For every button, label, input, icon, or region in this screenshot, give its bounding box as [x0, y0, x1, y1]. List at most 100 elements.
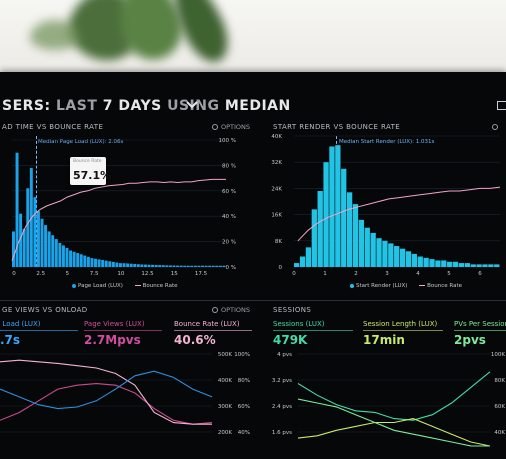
bar — [33, 197, 37, 267]
metric-label[interactable]: Bounce Rate (LUX) — [174, 320, 240, 328]
screen-icon[interactable] — [497, 101, 506, 110]
options-button[interactable]: OPTIONS — [212, 306, 250, 314]
bar — [370, 232, 376, 267]
y-right-tick-label: 40% — [238, 430, 250, 436]
metric-underline — [84, 330, 162, 331]
bar — [494, 264, 500, 267]
bar — [190, 265, 194, 267]
bar — [129, 263, 133, 267]
metric-label[interactable]: Sessions (LUX) — [273, 320, 325, 328]
bar — [83, 255, 87, 267]
y-left-tick-label: 8K — [275, 239, 282, 245]
gear-icon[interactable] — [492, 124, 498, 130]
series-line — [297, 418, 491, 447]
metric-value: 40.6% — [174, 333, 216, 347]
bar — [429, 259, 435, 267]
legend-page-load[interactable]: Page Load (LUX) — [72, 283, 123, 289]
metric-value: 2pvs — [454, 333, 486, 347]
bar — [346, 192, 353, 267]
bar — [482, 264, 488, 267]
legend-bounce-rate[interactable]: Bounce Rate — [134, 283, 178, 289]
options-button[interactable]: OPTIONS — [212, 123, 250, 131]
bar — [394, 246, 400, 267]
plant-leaf — [30, 20, 80, 50]
bar — [299, 256, 306, 267]
bar — [168, 265, 172, 267]
bar — [12, 231, 15, 267]
bar — [441, 260, 447, 267]
views-vs-onload-chart: 500K 100% 400K 80% 300K 60% 200K 40% — [0, 352, 250, 436]
bar — [376, 238, 382, 267]
y-left-tick-label: 3.2 pvs — [272, 378, 292, 384]
series-line — [0, 359, 212, 425]
panel-title-sessions: SESSIONS — [273, 306, 312, 314]
median-tag: Median Page Load (LUX): 2.06s — [38, 139, 124, 145]
bar — [193, 265, 197, 267]
bar — [208, 265, 212, 267]
chart-legend: Page Load (LUX) Bounce Rate — [72, 283, 178, 289]
header-median[interactable]: MEDIAN — [224, 98, 291, 114]
bar — [133, 263, 137, 267]
bar — [58, 242, 62, 267]
bar — [15, 152, 19, 267]
x-tick-label: 1 — [323, 271, 327, 277]
y-right-tick-label: 0 % — [226, 265, 236, 271]
bar — [197, 265, 201, 267]
chevron-down-icon[interactable] — [186, 101, 198, 109]
y-right-tick-label: 60 % — [222, 189, 236, 195]
y-left-tick-label: 2.4 pvs — [272, 404, 292, 410]
bar — [294, 263, 300, 267]
y-left-tick-label: 0 — [279, 265, 283, 271]
series-line — [0, 370, 213, 410]
bar — [452, 261, 459, 267]
bar — [104, 260, 108, 267]
metric-label[interactable]: PVs Per Session — [454, 320, 506, 328]
metric-value: 2.7Mpvs — [84, 333, 141, 347]
bar — [154, 264, 158, 267]
panel-divider — [0, 300, 506, 301]
y-right-tick-label: 100K — [491, 352, 505, 358]
y-right-tick-label: 80 % — [222, 163, 236, 169]
metric-label[interactable]: Session Length (LUX) — [363, 320, 438, 328]
x-tick-label: 2.5 — [36, 271, 45, 277]
panel-title-load-vs-bounce: AD TIME VS BOUNCE RATE — [2, 123, 104, 131]
options-label: OPTIONS — [221, 306, 251, 314]
bar — [94, 258, 97, 267]
gear-icon — [212, 124, 218, 130]
panel-title-views-vs-onload: GE VIEWS VS ONLOAD — [2, 306, 88, 314]
median-line — [36, 136, 37, 267]
bar — [176, 265, 180, 267]
bar — [22, 228, 26, 267]
bar — [417, 256, 423, 267]
bar — [186, 265, 190, 267]
bar — [201, 265, 204, 267]
y-right-tick-label: 100 % — [219, 138, 236, 144]
bar — [79, 254, 83, 267]
bar — [447, 261, 453, 267]
y-left-tick-label: 40K — [271, 134, 282, 140]
metric-label[interactable]: Page Views (LUX) — [84, 320, 145, 328]
bar — [111, 261, 115, 267]
bar — [423, 257, 429, 267]
bar — [126, 263, 130, 267]
panel-title-render-vs-bounce: START RENDER VS BOUNCE RATE — [273, 123, 401, 131]
bar — [399, 248, 406, 267]
header-last: LAST — [55, 98, 98, 114]
y-right-tick-label: 20 % — [222, 240, 236, 246]
header-days[interactable]: 7 DAYS — [102, 98, 162, 114]
y-right-tick-label: 500K — [218, 352, 232, 358]
bar — [97, 259, 101, 267]
median-tag: Median Start Render (LUX): 1.031s — [339, 139, 435, 145]
y-right-tick-label: 40 % — [222, 214, 236, 220]
y-right-tick-label: 80% — [238, 378, 250, 384]
bar — [215, 265, 219, 267]
legend-start-render[interactable]: Start Render (LUX) — [350, 283, 407, 289]
bar — [72, 251, 76, 267]
tooltip-value: 57.1% — [73, 169, 112, 182]
y-right-tick-label: 400K — [218, 378, 232, 384]
series-line — [0, 383, 213, 425]
metric-label[interactable]: e Load (LUX) — [0, 320, 41, 328]
render-vs-bounce-chart: 0 8K 16K 24K 32K 40K 0 1 2 3 4 5 6 — [271, 134, 501, 277]
legend-bounce-rate[interactable]: Bounce Rate — [419, 283, 462, 289]
bar — [115, 262, 119, 267]
